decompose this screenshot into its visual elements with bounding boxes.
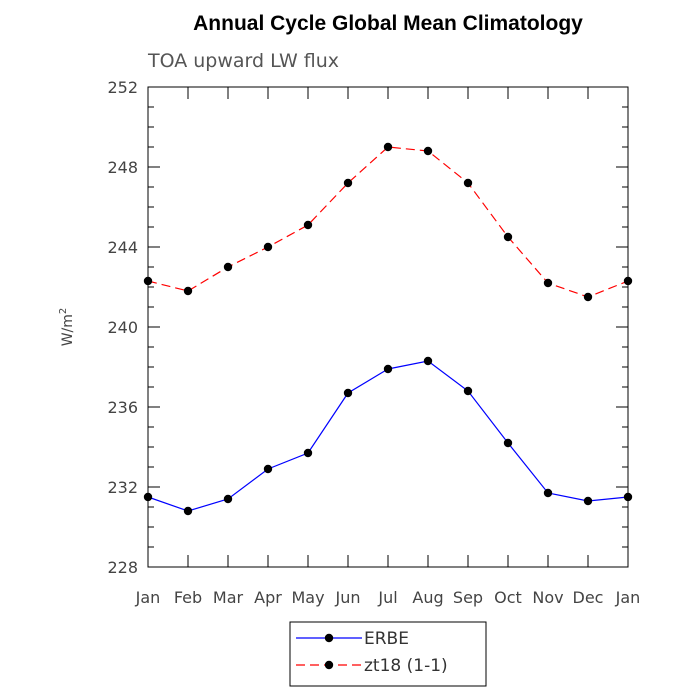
x-tick-labels: Jan Feb Mar Apr May Jun Jul Aug Sep Oct Nov Dec Jan <box>135 588 641 607</box>
data-point <box>623 492 633 502</box>
x-tick-label: Jun <box>335 588 361 607</box>
data-point <box>343 388 353 398</box>
x-tick-label: Jul <box>377 588 397 607</box>
legend-label: ERBE <box>364 629 409 649</box>
x-tick-label: Dec <box>573 588 604 607</box>
y-tick-label: 244 <box>107 238 138 257</box>
data-point <box>463 178 473 188</box>
data-point <box>543 488 553 498</box>
legend-marker <box>324 633 334 643</box>
data-point <box>263 242 273 252</box>
x-tick-label: Jan <box>615 588 641 607</box>
y-tick-label: 236 <box>107 398 138 417</box>
y-tick-labels: 228 232 236 240 244 248 252 <box>107 78 138 577</box>
x-tick-label: Nov <box>532 588 563 607</box>
data-point <box>183 506 193 516</box>
data-point <box>463 386 473 396</box>
x-tick-label: Mar <box>213 588 244 607</box>
chart-title: Annual Cycle Global Mean Climatology <box>193 12 583 35</box>
series-line <box>147 146 629 298</box>
legend-label: zt18 (1-1) <box>364 656 448 676</box>
y-tick-label: 248 <box>107 158 138 177</box>
series-line <box>147 360 629 512</box>
data-point <box>303 448 313 458</box>
data-point <box>623 276 633 286</box>
data-point <box>543 278 553 288</box>
legend: ERBE zt18 (1-1) <box>296 629 448 676</box>
x-tick-label: Jan <box>135 588 161 607</box>
data-point <box>583 496 593 506</box>
data-point <box>583 292 593 302</box>
x-tick-label: Sep <box>453 588 483 607</box>
y-tick-label: 240 <box>107 318 138 337</box>
y-tick-label: 252 <box>107 78 138 97</box>
data-point <box>143 492 153 502</box>
data-point <box>183 286 193 296</box>
series-layer <box>143 142 633 516</box>
legend-marker <box>324 660 334 670</box>
data-point <box>303 220 313 230</box>
x-tick-label: Apr <box>254 588 282 607</box>
axis-ticks <box>147 86 629 568</box>
chart-subtitle: TOA upward LW flux <box>147 50 339 72</box>
x-tick-label: May <box>291 588 324 607</box>
y-axis-label-text: W/m <box>60 314 76 346</box>
x-tick-label: Feb <box>174 588 202 607</box>
data-point <box>383 364 393 374</box>
y-axis-label-superscript: 2 <box>58 308 69 314</box>
series-1 <box>143 142 633 302</box>
data-point <box>383 142 393 152</box>
data-point <box>143 276 153 286</box>
data-point <box>503 232 513 242</box>
data-point <box>503 438 513 448</box>
data-point <box>423 356 433 366</box>
x-tick-label: Oct <box>494 588 522 607</box>
legend-box <box>289 621 487 687</box>
data-point <box>223 494 233 504</box>
data-point <box>223 262 233 272</box>
series-0 <box>143 356 633 516</box>
y-tick-label: 228 <box>107 558 138 577</box>
y-axis-label: W/m2 <box>58 308 76 347</box>
y-tick-label: 232 <box>107 478 138 497</box>
x-tick-label: Aug <box>412 588 443 607</box>
data-point <box>423 146 433 156</box>
data-point <box>343 178 353 188</box>
data-point <box>263 464 273 474</box>
